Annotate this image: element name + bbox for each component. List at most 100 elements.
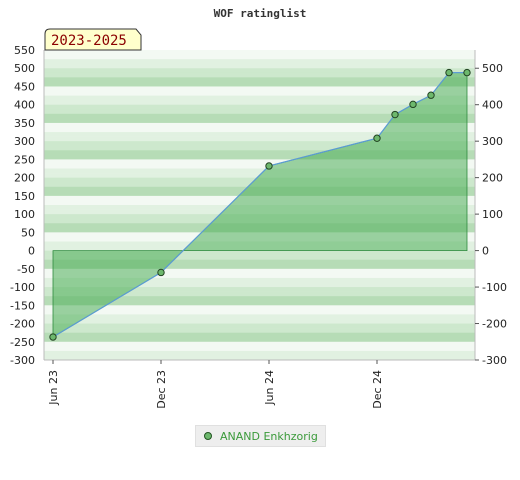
background-band [44, 122, 475, 128]
y-tick-label-right: 500 [482, 62, 503, 75]
background-band [44, 136, 475, 142]
background-band [44, 77, 475, 83]
y-tick-label-left: 50 [21, 226, 35, 239]
background-band [44, 50, 475, 55]
x-tick-label: Jun 24 [263, 370, 276, 406]
background-band [44, 273, 475, 279]
background-band [44, 264, 475, 270]
y-axis-left: 550500450400350300250200150100500-50-100… [10, 44, 45, 367]
y-tick-label-left: 500 [14, 62, 35, 75]
legend-label: ANAND Enkhzorig [220, 429, 318, 443]
y-tick-label-right: 300 [482, 135, 503, 148]
y-tick-label-left: -50 [17, 263, 35, 276]
chart-title: WOF ratinglist [214, 7, 307, 20]
background-band [44, 118, 475, 124]
background-band [44, 145, 475, 151]
year-badge: 2023-2025 [44, 28, 142, 51]
y-tick-label-left: 250 [14, 153, 35, 166]
year-badge-label: 2023-2025 [51, 33, 127, 49]
background-band [44, 341, 475, 347]
background-band [44, 163, 475, 169]
background-band [44, 91, 475, 96]
y-tick-label-right: -100 [482, 281, 507, 294]
y-tick-label-left: -200 [10, 318, 35, 331]
series-points [49, 68, 471, 341]
background-band [44, 318, 475, 324]
background-band [44, 113, 475, 119]
background-band [44, 104, 475, 110]
background-band [44, 86, 475, 92]
background-band [44, 250, 475, 256]
background-band [44, 328, 475, 333]
y-tick-label-left: 200 [14, 172, 35, 185]
background-band [44, 282, 475, 288]
data-point [427, 91, 435, 99]
x-tick-label: Dec 24 [371, 370, 384, 409]
background-band [44, 100, 475, 106]
background-band [44, 332, 475, 338]
y-tick-label-left: -250 [10, 336, 35, 349]
background-band [44, 109, 475, 115]
background-band [44, 259, 475, 265]
background-band [44, 355, 475, 361]
background-band [44, 268, 475, 274]
background-band [44, 81, 475, 87]
background-band [44, 255, 475, 261]
y-tick-label-right: 400 [482, 99, 503, 112]
background-band [44, 95, 475, 101]
background-band [44, 154, 475, 160]
y-tick-label-left: 450 [14, 80, 35, 93]
background-band [44, 277, 475, 283]
data-point [445, 68, 453, 77]
background-band [44, 323, 475, 329]
y-tick-label-right: -300 [482, 354, 507, 367]
background-band [44, 291, 475, 297]
background-band [44, 54, 475, 60]
y-tick-label-left: 350 [14, 117, 35, 130]
y-tick-label-left: 400 [14, 99, 35, 112]
y-tick-label-right: 100 [482, 208, 503, 221]
background-band [44, 287, 475, 292]
legend: ANAND Enkhzorig [195, 425, 326, 447]
y-tick-label-left: 100 [14, 208, 35, 221]
x-tick-label: Jun 23 [47, 370, 60, 406]
background-band [44, 132, 475, 137]
y-tick-label-right: 0 [482, 245, 489, 258]
background-band [44, 314, 475, 320]
data-point [265, 162, 273, 170]
data-point [409, 100, 417, 109]
legend-marker-icon [204, 432, 212, 440]
y-tick-label-left: -300 [10, 354, 35, 367]
background-band [44, 59, 475, 64]
y-tick-label-right: -200 [482, 318, 507, 331]
y-tick-label-left: 300 [14, 135, 35, 148]
x-tick-label: Dec 23 [155, 370, 168, 409]
background-band [44, 141, 475, 147]
y-axis-right: 500 400 300 200 100 0 -100 -200 -300 [474, 50, 507, 367]
y-tick-label-left: 0 [28, 245, 35, 258]
background-band [44, 305, 475, 311]
y-tick-label-left: -100 [10, 281, 35, 294]
background-band [44, 159, 475, 165]
background-band [44, 309, 475, 315]
background-band [44, 300, 475, 306]
data-point [463, 68, 471, 77]
data-point [373, 134, 381, 142]
y-tick-label-left: 150 [14, 190, 35, 203]
background-band [44, 337, 475, 343]
y-tick-label-left: -150 [10, 299, 35, 312]
y-tick-label-right: 200 [482, 172, 503, 185]
data-point [49, 333, 57, 341]
background-band [44, 168, 475, 174]
background-band [44, 296, 475, 302]
background-band [44, 127, 475, 133]
data-point [391, 110, 399, 119]
background-band [44, 150, 475, 156]
background-band [44, 63, 475, 69]
y-tick-label-left: 550 [14, 44, 35, 57]
x-axis: Jun 23 Dec 23 Jun 24 Dec 24 [44, 359, 475, 409]
background-band [44, 350, 475, 356]
background-band [44, 346, 475, 352]
data-point [157, 268, 165, 277]
